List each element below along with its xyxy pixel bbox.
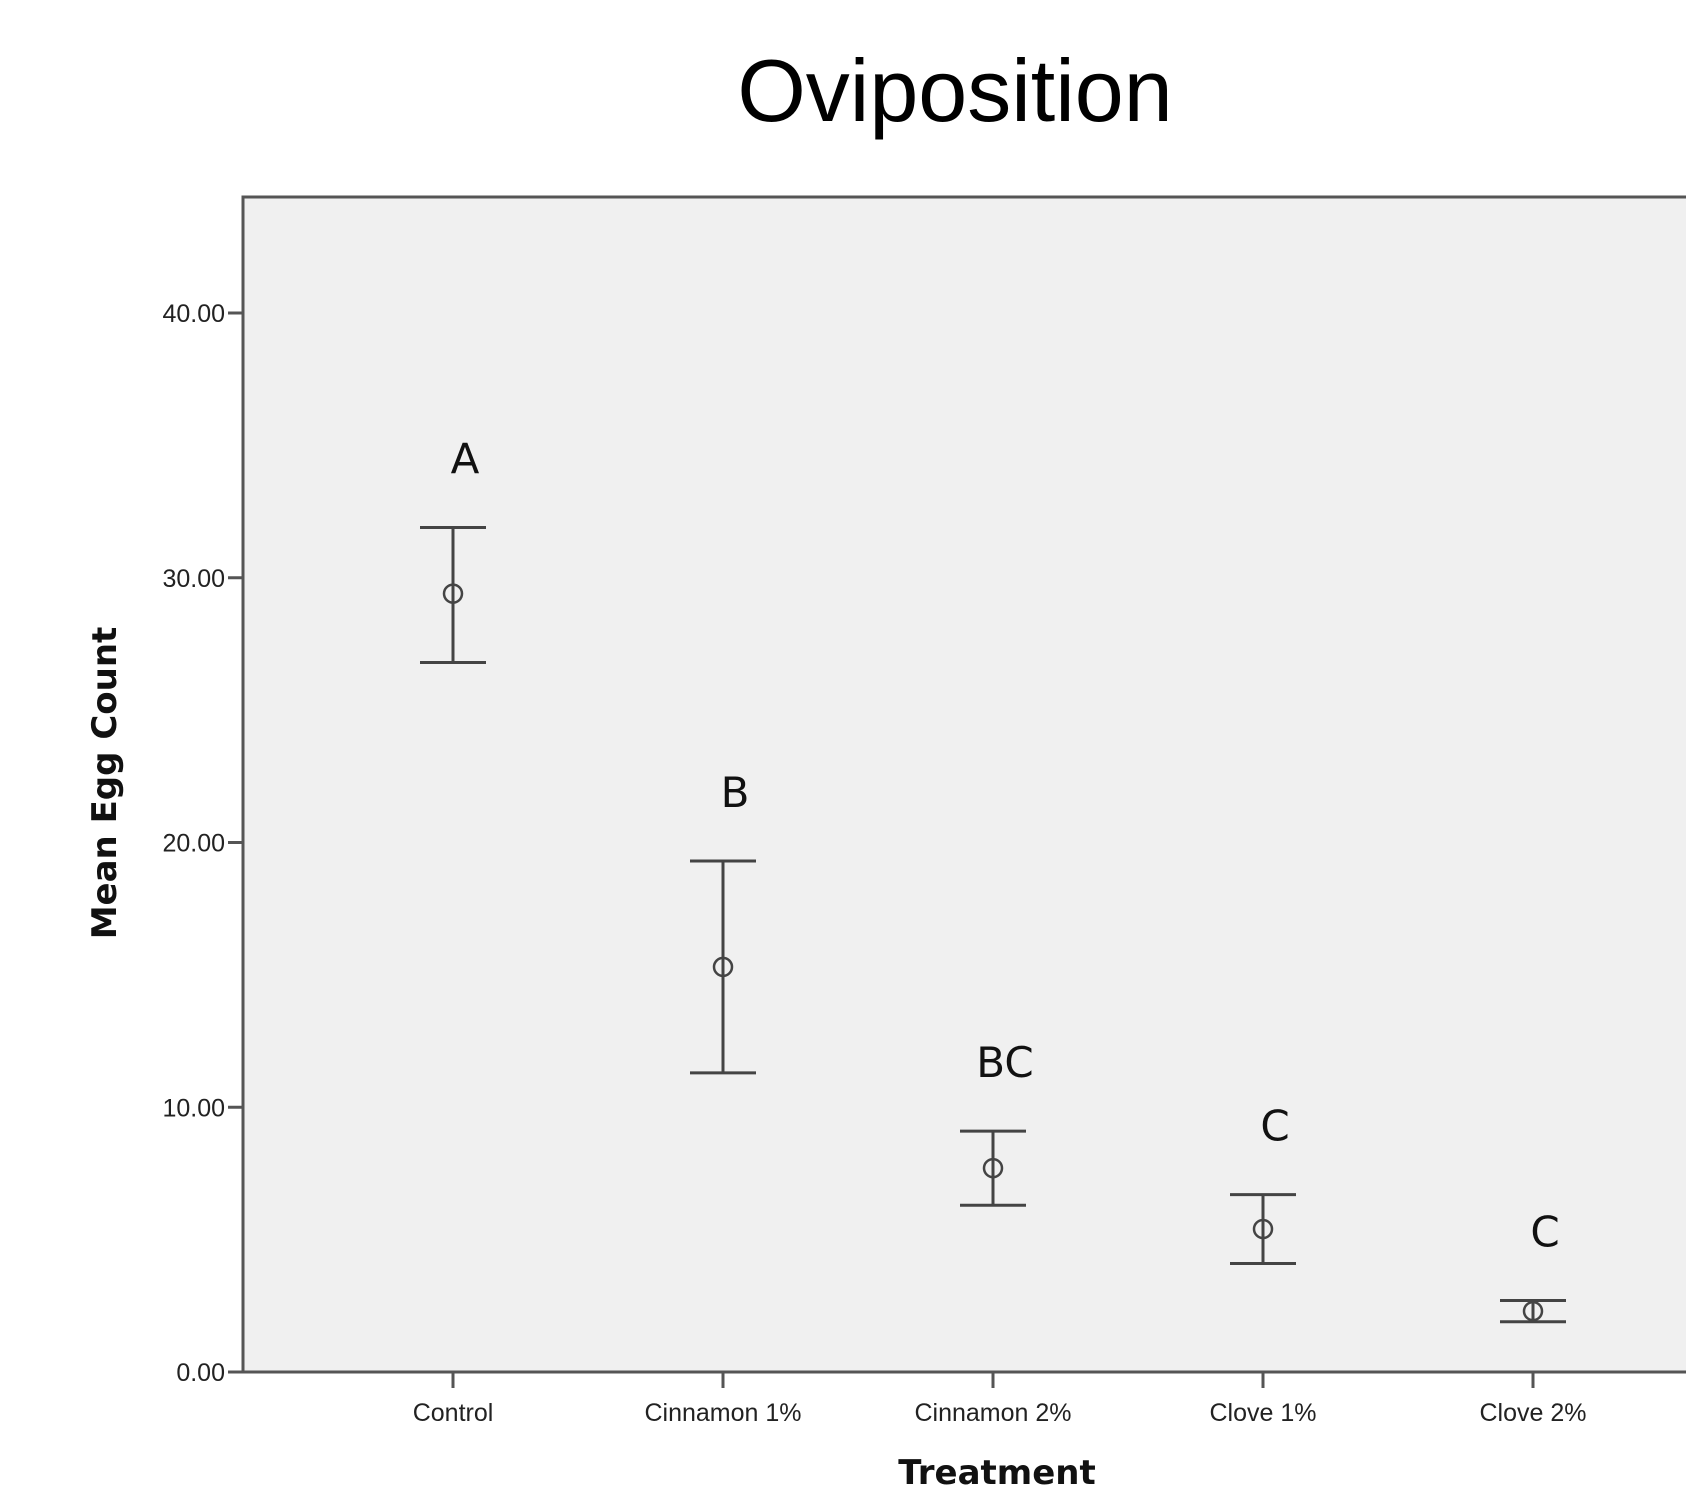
group-letter-label: C (1530, 1208, 1559, 1257)
x-tick-label: Cinnamon 1% (644, 1399, 801, 1427)
mean-point (1522, 1300, 1544, 1322)
mean-point (1252, 1218, 1274, 1240)
mean-point (982, 1157, 1004, 1179)
x-axis-title: Treatment (898, 1453, 1095, 1486)
y-axis: 0.00 10.00 20.00 30.00 40.00 (162, 197, 245, 1387)
data-marks: A B BC C C (420, 434, 1566, 1324)
plot-area (241, 195, 1686, 1374)
x-tick-label: Control (413, 1399, 494, 1427)
group-letter-label: A (451, 434, 480, 483)
mean-point (442, 583, 464, 604)
y-axis-title: Mean Egg Count (85, 627, 125, 940)
x-axis: Control Cinnamon 1% Cinnamon 2% Clove 1% Clo… (243, 1370, 1686, 1427)
x-tick-label: Clove 2% (1480, 1399, 1587, 1427)
y-tick-label: 20.00 (162, 830, 225, 858)
group-letter-label: BC (976, 1038, 1033, 1087)
group-letter-label: C (1260, 1102, 1289, 1151)
y-tick-label: 10.00 (162, 1094, 225, 1122)
group-letter-label: B (721, 768, 750, 817)
chart-title: Oviposition (737, 41, 1173, 140)
x-tick-label: Cinnamon 2% (914, 1399, 1071, 1427)
y-tick-label: 40.00 (162, 300, 225, 328)
y-tick-label: 0.00 (176, 1359, 225, 1387)
x-tick-label: Clove 1% (1210, 1399, 1317, 1427)
y-tick-label: 30.00 (162, 565, 225, 593)
mean-point (712, 956, 734, 978)
